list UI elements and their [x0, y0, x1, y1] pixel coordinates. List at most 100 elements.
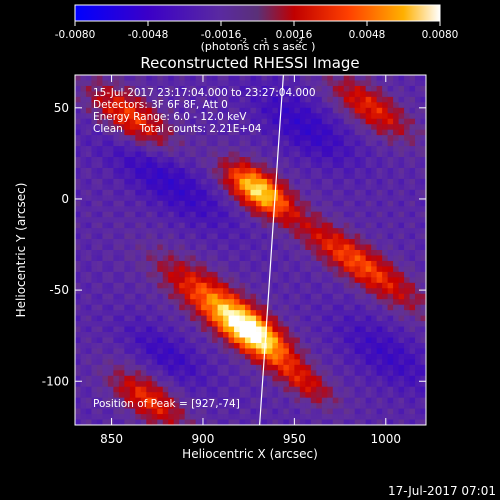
heatmap-cell — [168, 293, 175, 300]
heatmap-cell — [332, 271, 339, 278]
heatmap-cell — [409, 381, 416, 388]
heatmap-cell — [179, 364, 186, 371]
heatmap-cell — [223, 392, 230, 399]
heatmap-cell — [135, 167, 142, 175]
heatmap-cell — [365, 414, 372, 421]
heatmap-cell — [113, 222, 120, 229]
heatmap-cell — [124, 299, 131, 306]
heatmap-cell — [338, 271, 345, 278]
heatmap-cell — [173, 228, 180, 235]
heatmap-cell — [255, 348, 263, 355]
heatmap-cell — [239, 310, 246, 317]
heatmap-cell — [201, 189, 208, 196]
heatmap-cell — [206, 337, 213, 344]
heatmap-cell — [102, 348, 109, 355]
heatmap-cell — [228, 310, 235, 317]
heatmap-cell — [398, 403, 405, 410]
heatmap-cell — [365, 408, 372, 415]
heatmap-cell — [277, 392, 284, 399]
heatmap-cell — [217, 91, 224, 98]
heatmap-cell — [420, 151, 426, 158]
heatmap-cell — [135, 118, 142, 125]
heatmap-cell — [420, 408, 426, 415]
heatmap-cell — [190, 239, 197, 246]
heatmap-cell — [201, 75, 208, 82]
heatmap-cell — [162, 239, 169, 246]
heatmap-cell — [135, 80, 142, 87]
heatmap-cell — [162, 195, 169, 202]
heatmap-cell — [349, 167, 356, 175]
heatmap-cell — [321, 266, 328, 273]
heatmap-cell — [387, 206, 394, 213]
heatmap-cell — [129, 414, 136, 421]
heatmap-cell — [316, 392, 323, 399]
heatmap-cell — [360, 129, 367, 136]
heatmap-cell — [234, 129, 241, 136]
heatmap-cell — [250, 299, 257, 306]
heatmap-cell — [409, 184, 416, 191]
heatmap-cell — [245, 211, 252, 218]
heatmap-cell — [113, 91, 120, 98]
heatmap-cell — [179, 146, 186, 153]
heatmap-cell — [354, 408, 361, 415]
heatmap-cell — [420, 299, 426, 306]
heatmap-cell — [124, 239, 131, 246]
heatmap-cell — [255, 315, 263, 322]
heatmap-cell — [404, 282, 411, 289]
heatmap-cell — [250, 80, 257, 87]
heatmap-cell — [327, 102, 334, 109]
heatmap-cell — [217, 271, 224, 278]
heatmap-cell — [409, 200, 416, 207]
heatmap-cell — [223, 321, 230, 328]
heatmap-cell — [135, 151, 142, 158]
heatmap-cell — [140, 250, 147, 257]
heatmap-cell — [206, 359, 213, 366]
heatmap-cell — [173, 107, 180, 114]
heatmap-cell — [299, 304, 306, 311]
heatmap-cell — [250, 348, 257, 355]
heatmap-cell — [80, 266, 87, 273]
heatmap-cell — [173, 91, 180, 98]
heatmap-cell — [398, 364, 405, 371]
heatmap-cell — [168, 282, 175, 289]
heatmap-cell — [195, 315, 202, 322]
heatmap-cell — [393, 85, 400, 93]
heatmap-cell — [206, 162, 213, 169]
heatmap-cell — [162, 211, 169, 218]
heatmap-cell — [113, 129, 120, 136]
heatmap-cell — [162, 375, 169, 382]
heatmap-cell — [234, 353, 241, 360]
heatmap-cell — [266, 129, 274, 136]
heatmap-cell — [382, 310, 389, 317]
heatmap-cell — [266, 348, 274, 355]
heatmap-cell — [75, 310, 82, 317]
heatmap-cell — [223, 342, 230, 350]
heatmap-cell — [393, 200, 400, 207]
heatmap-cell — [184, 381, 191, 388]
heatmap-cell — [365, 293, 372, 300]
heatmap-cell — [113, 408, 120, 415]
heatmap-cell — [327, 337, 334, 344]
heatmap-cell — [360, 293, 367, 300]
heatmap-cell — [354, 135, 361, 142]
heatmap-cell — [387, 359, 394, 366]
heatmap-cell — [80, 392, 87, 399]
heatmap-cell — [332, 135, 339, 142]
heatmap-cell — [371, 189, 378, 196]
heatmap-cell — [75, 386, 82, 393]
heatmap-cell — [91, 386, 98, 393]
heatmap-cell — [343, 359, 350, 366]
heatmap-cell — [173, 392, 180, 399]
heatmap-cell — [371, 162, 378, 169]
heatmap-cell — [387, 178, 394, 185]
heatmap-cell — [118, 222, 125, 229]
heatmap-cell — [239, 250, 246, 257]
heatmap-cell — [113, 96, 120, 103]
heatmap-cell — [140, 397, 147, 404]
heatmap-cell — [272, 75, 279, 82]
heatmap-cell — [409, 342, 416, 350]
heatmap-cell — [321, 375, 328, 382]
heatmap-cell — [190, 364, 197, 371]
heatmap-cell — [332, 239, 339, 246]
heatmap-cell — [266, 250, 274, 257]
